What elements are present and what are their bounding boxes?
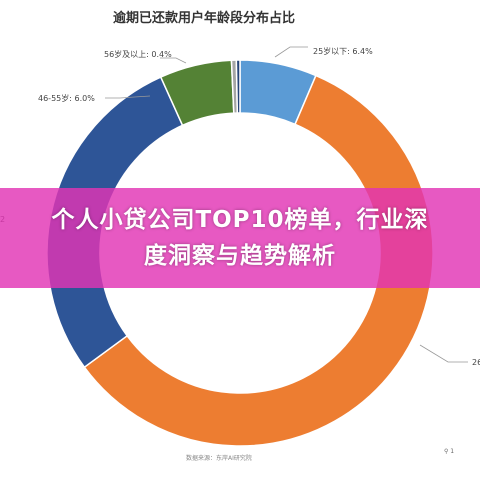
slice-label-46-55: 46-55岁: 6.0% bbox=[38, 93, 95, 103]
donut-slice-5 bbox=[235, 59, 241, 114]
source-note: 数据来源：东岸AI研究院 bbox=[186, 454, 252, 462]
headline-banner: 个人小贷公司TOP10榜单，行业深度洞察与趋势解析 bbox=[0, 188, 480, 288]
headline-text: 个人小贷公司TOP10榜单，行业深度洞察与趋势解析 bbox=[51, 207, 429, 269]
leader-46-55 bbox=[105, 95, 151, 99]
watermark: ⚲ 1 bbox=[444, 448, 454, 455]
slice-label-under-25: 25岁以下: 6.4% bbox=[313, 46, 373, 56]
leader-56-plus bbox=[160, 57, 187, 64]
leader-26 bbox=[419, 344, 468, 363]
chart-title: 逾期已还款用户年龄段分布占比 bbox=[113, 10, 295, 26]
label-leader-lines bbox=[105, 46, 468, 363]
slice-label-56-plus: 56岁及以上: 0.4% bbox=[104, 49, 172, 59]
slice-label-26: 26 bbox=[472, 358, 480, 367]
leader-under-25 bbox=[274, 46, 308, 58]
